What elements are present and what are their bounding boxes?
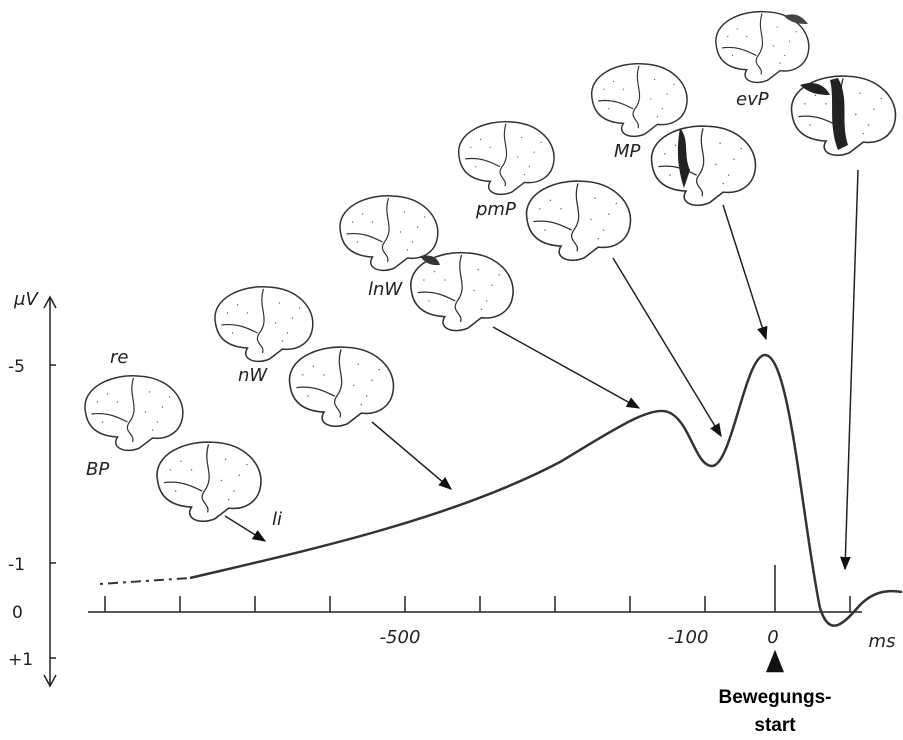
movement-label: Bewegungs- xyxy=(719,687,832,708)
y-label: +1 xyxy=(8,650,33,670)
y-label: 0 xyxy=(12,603,23,623)
movement-label: start xyxy=(754,715,796,736)
figure: re BP li nW lnW pmP MP evP μV -5 -1 0 +1… xyxy=(0,0,903,740)
movement-start: Bewegungs- start xyxy=(719,652,832,736)
axes: μV -5 -1 0 +1 -500 -100 0 ms xyxy=(8,289,895,686)
x-unit: ms xyxy=(869,631,896,652)
label-mp: MP xyxy=(614,141,641,162)
y-unit: μV xyxy=(13,289,39,310)
y-label: -5 xyxy=(8,357,25,377)
y-label: -1 xyxy=(8,555,25,575)
label-lnw: lnW xyxy=(368,279,403,300)
label-bp: BP xyxy=(86,459,109,480)
x-label: 0 xyxy=(767,627,778,648)
x-label: -100 xyxy=(668,627,709,648)
label-pmp: pmP xyxy=(475,199,516,220)
brains xyxy=(85,12,895,522)
label-evp: evP xyxy=(736,89,769,110)
x-label: -500 xyxy=(380,627,421,648)
label-nw: nW xyxy=(238,365,268,386)
label-li: li xyxy=(272,509,282,530)
label-re: re xyxy=(110,347,128,368)
